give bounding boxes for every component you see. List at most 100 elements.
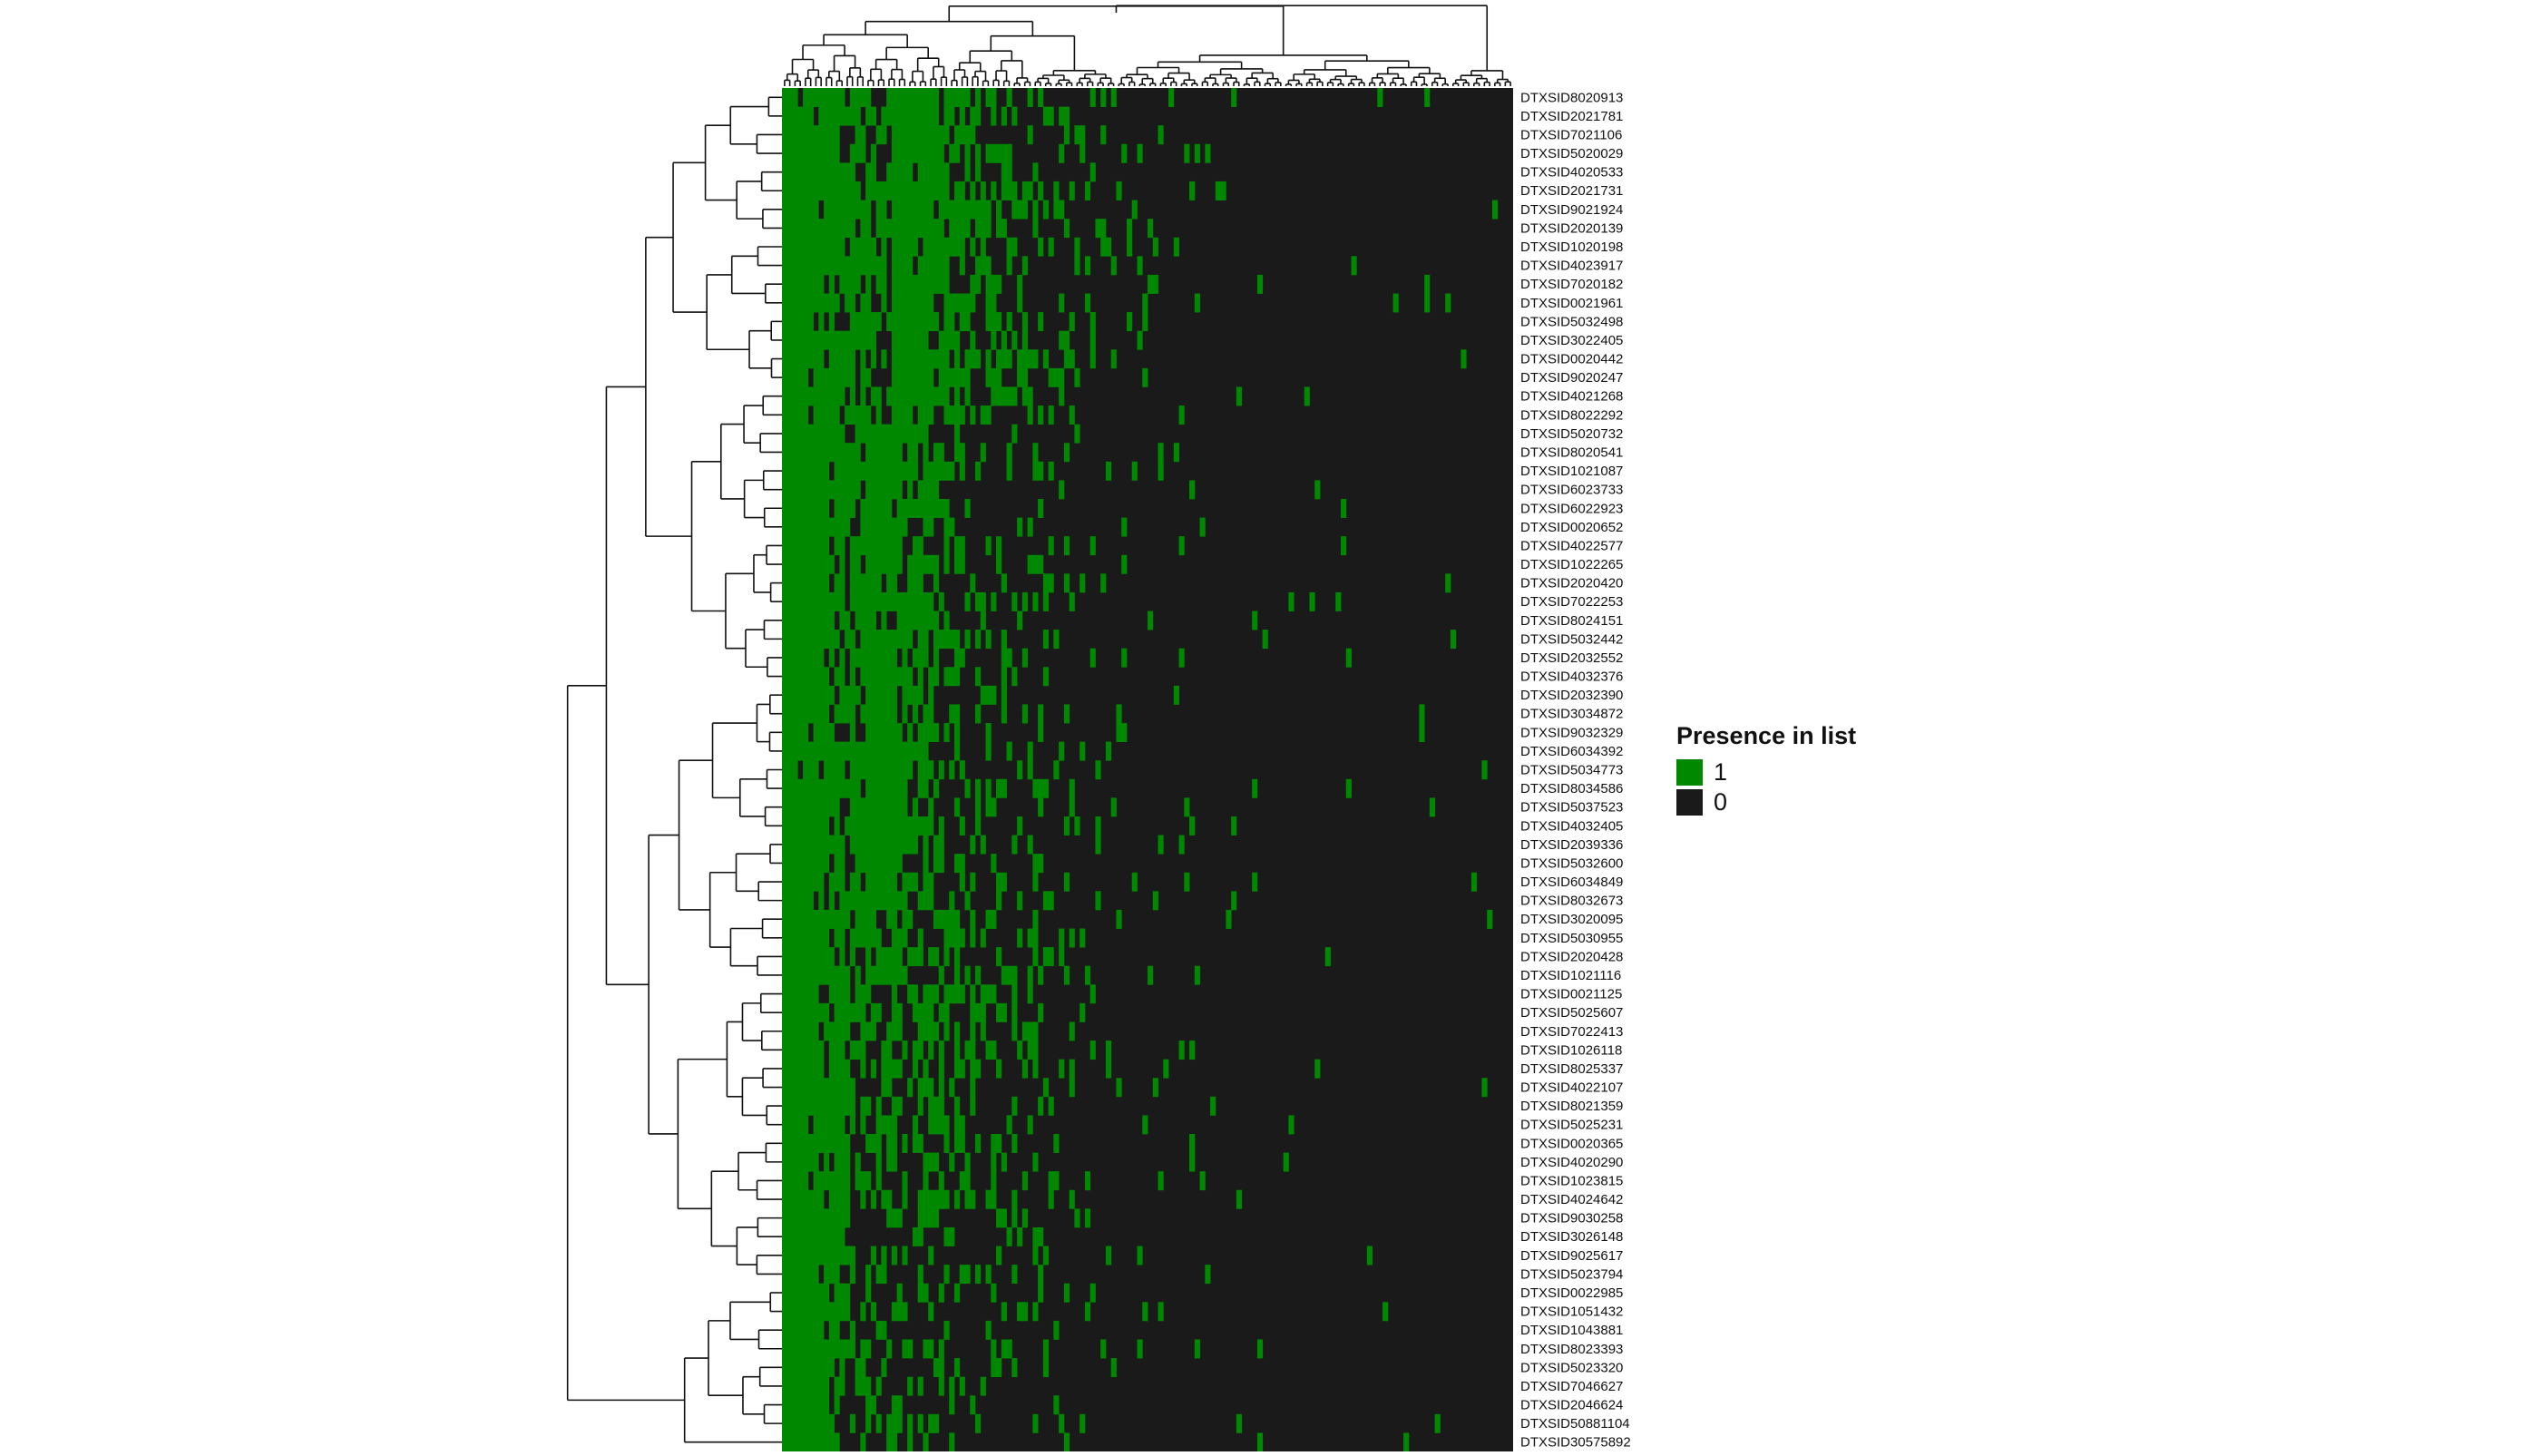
heatmap-cell bbox=[834, 349, 840, 369]
heatmap-cell bbox=[1491, 200, 1499, 220]
heatmap-cell bbox=[828, 517, 835, 537]
heatmap-cell bbox=[1032, 1059, 1039, 1079]
heatmap-cell bbox=[875, 517, 882, 537]
heatmap-cell bbox=[813, 1339, 819, 1359]
heatmap-cell bbox=[834, 928, 840, 948]
heatmap-cell bbox=[1256, 1432, 1264, 1452]
heatmap-cell bbox=[953, 947, 961, 967]
heatmap-cell bbox=[891, 909, 898, 929]
heatmap-cell bbox=[1184, 797, 1190, 817]
heatmap-cell bbox=[1194, 1339, 1200, 1359]
heatmap-cell bbox=[933, 1152, 940, 1172]
heatmap-cell bbox=[959, 200, 965, 220]
heatmap-cell bbox=[782, 816, 788, 835]
heatmap-cell bbox=[860, 816, 866, 835]
heatmap-cell bbox=[865, 237, 872, 257]
heatmap-cell bbox=[1011, 237, 1018, 257]
heatmap-cell bbox=[834, 1133, 840, 1153]
heatmap-cell bbox=[996, 1002, 1002, 1022]
heatmap-cell bbox=[855, 256, 861, 276]
heatmap-cell bbox=[891, 461, 898, 481]
heatmap-cell bbox=[1105, 1059, 1112, 1079]
heatmap-cell bbox=[891, 1096, 898, 1116]
heatmap-cell bbox=[807, 349, 814, 369]
heatmap-cell bbox=[875, 591, 882, 611]
heatmap-cell bbox=[980, 219, 986, 239]
heatmap-cell bbox=[782, 573, 788, 593]
heatmap-cell bbox=[828, 835, 835, 855]
heatmap-cell bbox=[803, 1265, 809, 1285]
heatmap-cell bbox=[1006, 386, 1012, 406]
heatmap-cell bbox=[839, 1041, 845, 1060]
heatmap-cell bbox=[938, 1339, 944, 1359]
heatmap-cell bbox=[923, 312, 929, 332]
heatmap-cell bbox=[807, 274, 814, 294]
heatmap-cell bbox=[865, 854, 872, 874]
heatmap-cell bbox=[891, 928, 898, 948]
heatmap-cell bbox=[860, 1302, 866, 1322]
heatmap-cell bbox=[1095, 760, 1101, 780]
heatmap-cell bbox=[1105, 461, 1112, 481]
heatmap-cell bbox=[907, 406, 913, 425]
heatmap-cell bbox=[938, 1115, 944, 1135]
heatmap-cell bbox=[870, 330, 877, 350]
heatmap-cell bbox=[902, 424, 908, 444]
heatmap-cell bbox=[855, 778, 861, 798]
heatmap-cell bbox=[896, 461, 903, 481]
heatmap-cell bbox=[917, 349, 923, 369]
heatmap-cell bbox=[996, 536, 1002, 556]
heatmap-cell bbox=[928, 498, 934, 518]
heatmap-cell bbox=[953, 330, 961, 350]
heatmap-cell bbox=[907, 1413, 913, 1433]
row-label: DTXSID2032552 bbox=[1520, 650, 1623, 666]
heatmap-cell bbox=[964, 965, 971, 985]
heatmap-cell bbox=[1011, 1189, 1018, 1209]
heatmap-cell bbox=[849, 386, 855, 406]
heatmap-cell bbox=[991, 143, 997, 163]
heatmap-cell bbox=[1121, 723, 1128, 743]
heatmap-cell bbox=[797, 947, 804, 967]
heatmap-cell bbox=[1080, 1413, 1086, 1433]
heatmap-cell bbox=[1424, 274, 1431, 294]
heatmap-cell bbox=[839, 1078, 845, 1098]
heatmap-cell bbox=[902, 797, 908, 817]
heatmap-cell bbox=[786, 162, 793, 182]
heatmap-cell bbox=[792, 498, 798, 518]
heatmap-cell bbox=[834, 741, 840, 761]
heatmap-cell bbox=[953, 293, 961, 313]
heatmap-cell bbox=[907, 386, 913, 406]
heatmap-cell bbox=[792, 778, 798, 798]
heatmap-cell bbox=[991, 854, 997, 874]
heatmap-cell bbox=[834, 367, 840, 387]
heatmap-cell bbox=[782, 667, 788, 687]
heatmap-cell bbox=[1126, 219, 1133, 239]
heatmap-cell bbox=[923, 330, 929, 350]
heatmap-cell bbox=[917, 88, 923, 107]
heatmap-cell bbox=[792, 685, 798, 705]
heatmap-cell bbox=[797, 1283, 804, 1303]
heatmap-cell bbox=[818, 816, 825, 835]
heatmap-cell bbox=[1481, 760, 1488, 780]
heatmap-cell bbox=[891, 816, 898, 835]
heatmap-cell bbox=[1069, 406, 1075, 425]
heatmap-cell bbox=[1059, 928, 1065, 948]
heatmap-cell bbox=[1017, 1302, 1023, 1322]
heatmap-cell bbox=[1121, 554, 1128, 574]
heatmap-cell bbox=[865, 611, 872, 630]
heatmap-cell bbox=[834, 1078, 840, 1098]
heatmap-cell bbox=[839, 1133, 845, 1153]
heatmap-cell bbox=[996, 1358, 1002, 1378]
heatmap-cell bbox=[953, 1189, 961, 1209]
heatmap-cell bbox=[839, 685, 845, 705]
heatmap-cell bbox=[886, 667, 893, 687]
heatmap-cell bbox=[1053, 1133, 1060, 1153]
heatmap-cell bbox=[1032, 778, 1039, 798]
heatmap-cell bbox=[943, 1320, 950, 1340]
heatmap-cell bbox=[803, 704, 809, 724]
heatmap-cell bbox=[786, 1002, 793, 1022]
heatmap-cell bbox=[834, 1302, 840, 1322]
heatmap-cell bbox=[792, 480, 798, 500]
heatmap-cell bbox=[786, 1115, 793, 1135]
heatmap-cell bbox=[807, 965, 814, 985]
heatmap-cell bbox=[870, 741, 877, 761]
